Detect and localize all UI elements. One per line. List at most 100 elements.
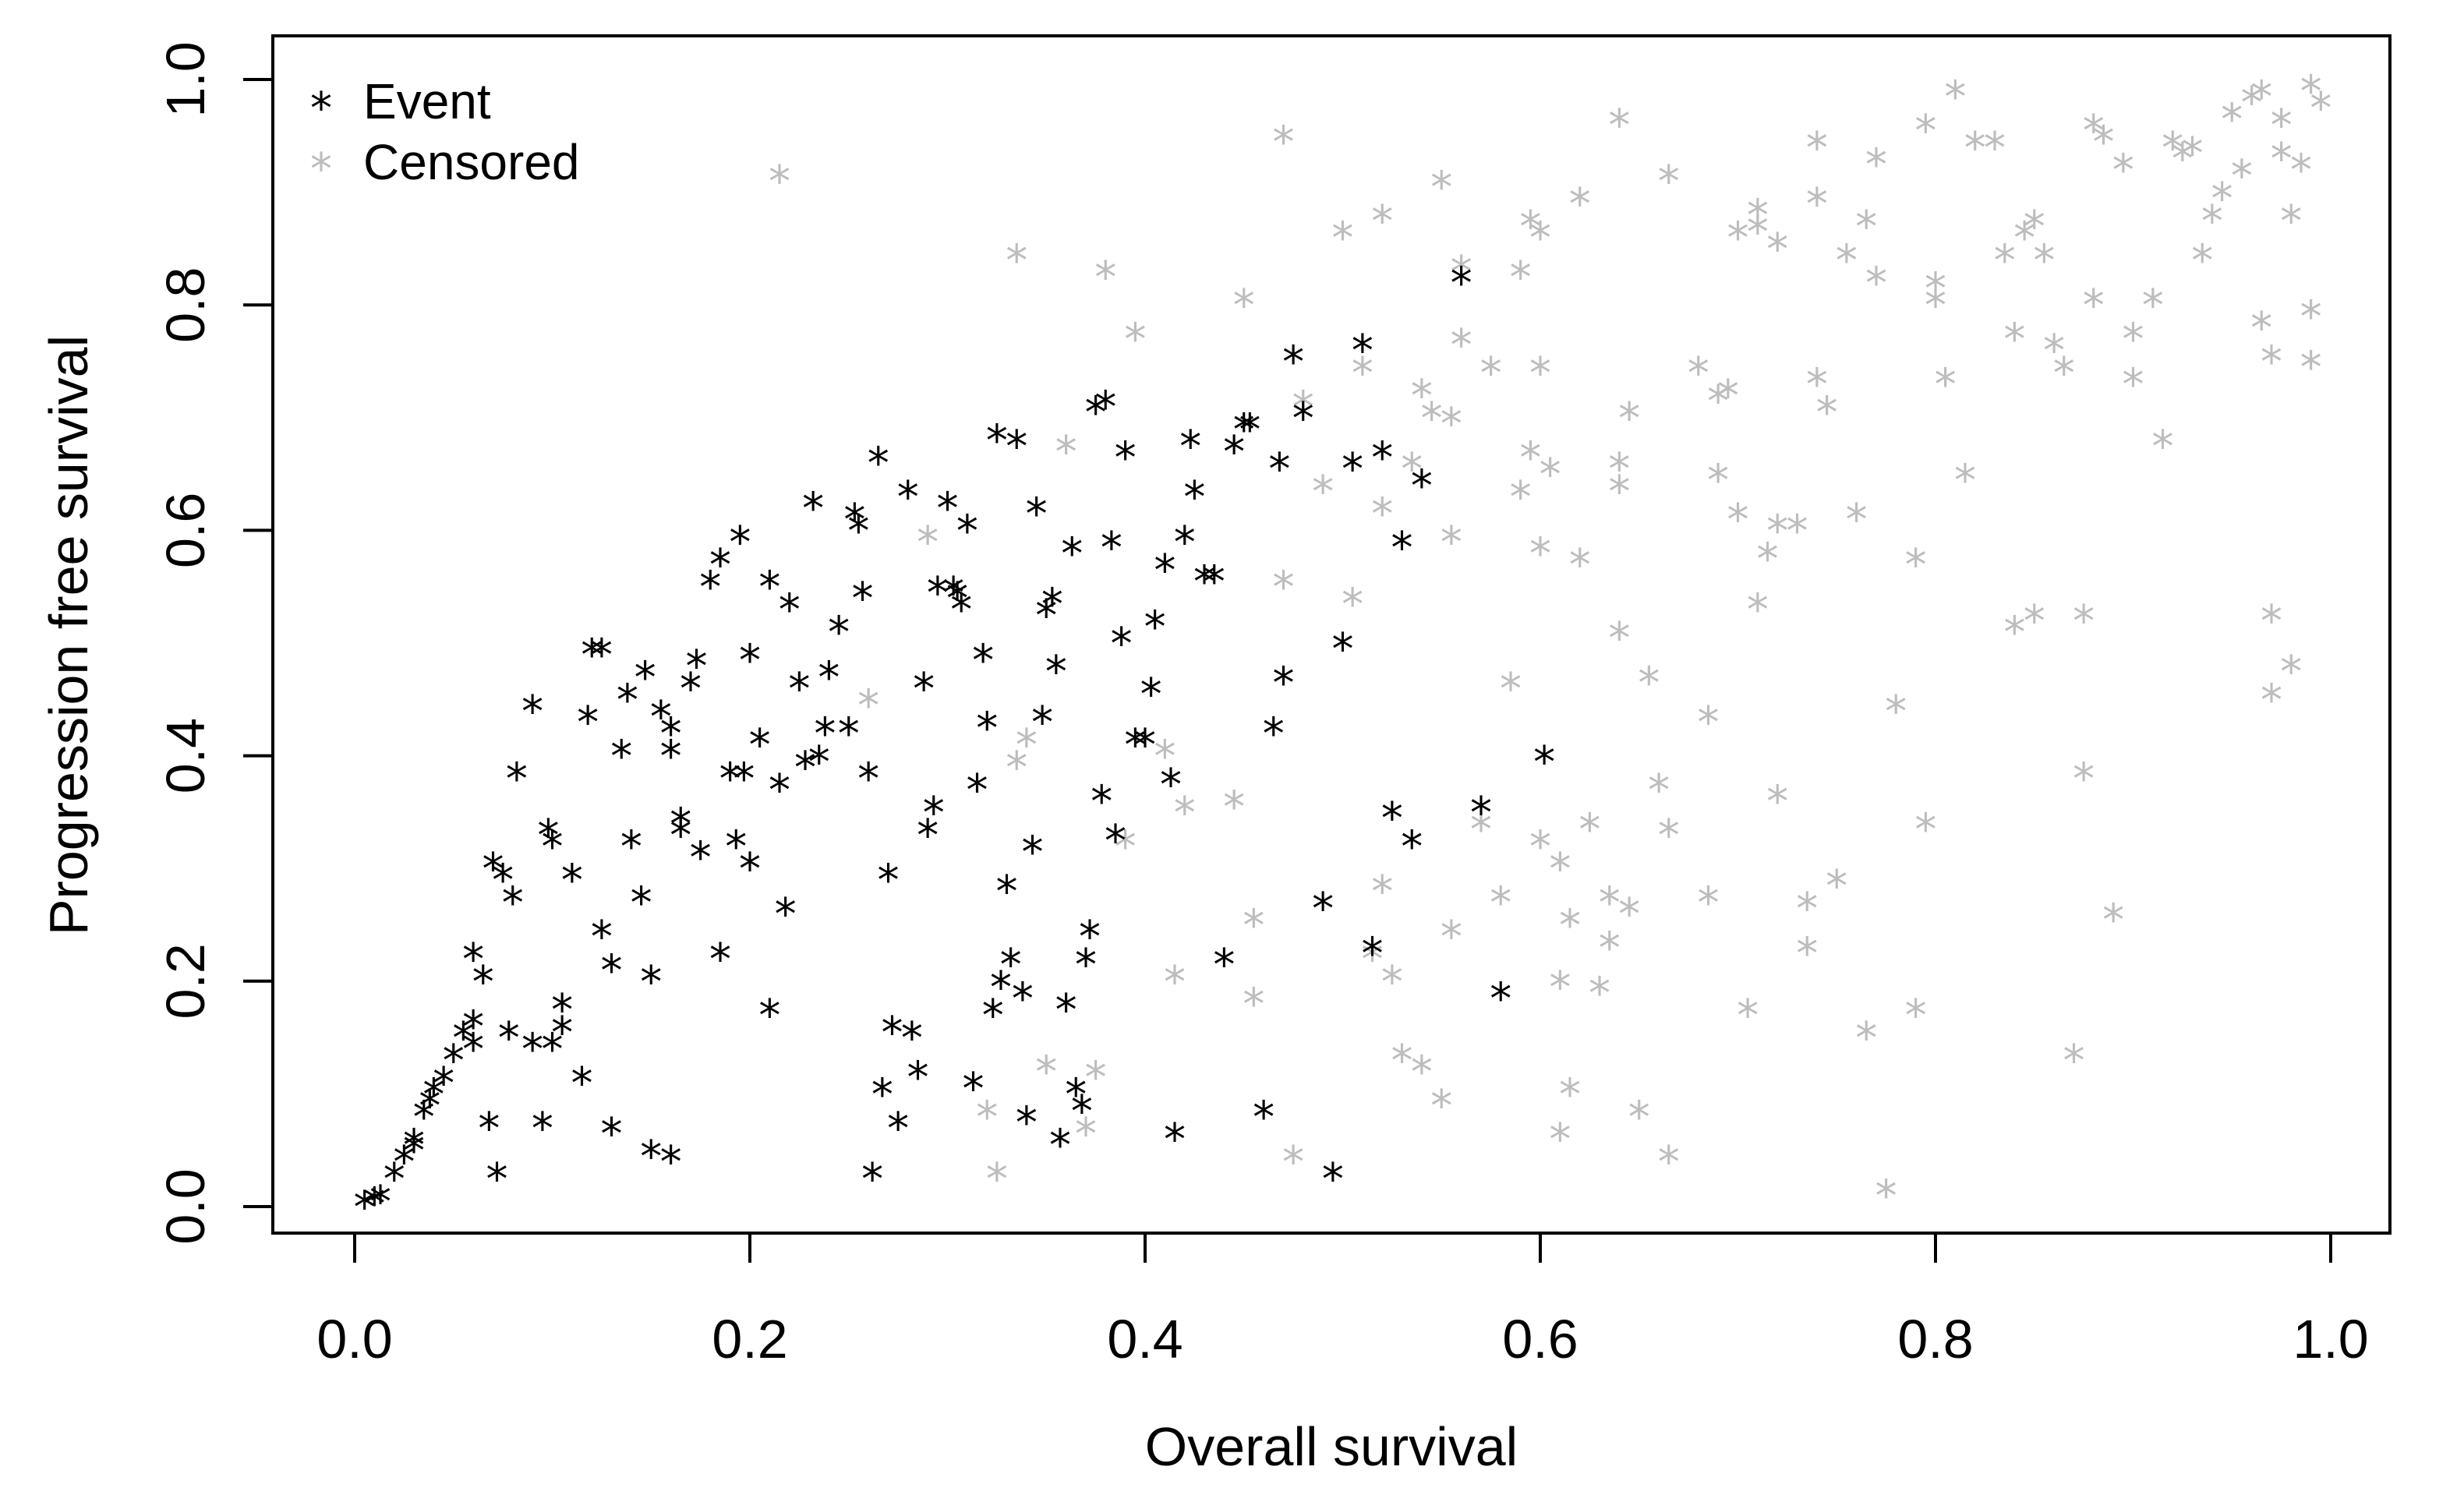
censored-point: *: [1371, 867, 1393, 917]
y-axis-title: Progression free survival: [38, 335, 99, 935]
event-point: *: [1079, 912, 1101, 963]
censored-point: *: [2261, 675, 2282, 726]
event-point: *: [990, 963, 1012, 1013]
censored-point: *: [1628, 1092, 1650, 1143]
censored-point: *: [1500, 664, 1522, 715]
censored-point: *: [2172, 134, 2194, 185]
event-point: *: [1085, 388, 1107, 439]
event-point: *: [561, 856, 583, 907]
censored-point: *: [1451, 247, 1472, 298]
x-tick-label: 0.0: [316, 1309, 392, 1369]
event-point: *: [413, 1092, 435, 1143]
event-point: *: [542, 1025, 564, 1076]
event-point: *: [1140, 670, 1162, 720]
event-point: *: [749, 720, 771, 771]
event-point: *: [1282, 338, 1304, 388]
event-point: *: [581, 630, 603, 680]
event-point: *: [354, 1182, 376, 1233]
censored-point: *: [857, 681, 879, 732]
censored-point: *: [1519, 433, 1541, 483]
censored-point: *: [1638, 659, 1660, 709]
event-point: *: [1391, 523, 1413, 574]
event-point: *: [521, 687, 543, 737]
censored-point: *: [2271, 101, 2293, 151]
censored-point: *: [1510, 253, 1532, 303]
censored-point: *: [1094, 253, 1116, 303]
event-point: *: [577, 698, 599, 748]
censored-point: *: [1569, 540, 1591, 591]
censored-point: *: [1865, 140, 1887, 190]
event-point: *: [1533, 737, 1555, 788]
censored-point: *: [1717, 371, 1739, 422]
censored-point: *: [1441, 912, 1462, 963]
event-point: *: [967, 765, 988, 816]
event-point: *: [660, 732, 682, 783]
censored-point: *: [1914, 106, 1936, 157]
legend-event-marker: *: [310, 83, 332, 134]
censored-point: *: [1243, 901, 1264, 952]
event-point: *: [1213, 940, 1235, 991]
censored-point: *: [1174, 788, 1196, 839]
censored-point: *: [1855, 1013, 1877, 1064]
event-point: *: [551, 1008, 573, 1058]
event-point: *: [1193, 557, 1215, 607]
censored-point: *: [1697, 878, 1719, 929]
event-point: *: [1490, 974, 1511, 1024]
censored-point: *: [1272, 118, 1294, 168]
event-point: *: [462, 1025, 484, 1076]
censored-point: *: [1529, 348, 1551, 399]
censored-point: *: [2182, 129, 2204, 179]
censored-point: *: [1688, 348, 1709, 399]
event-point: *: [982, 991, 1004, 1041]
censored-point: *: [1914, 805, 1936, 856]
censored-point: *: [1006, 235, 1027, 286]
censored-point: *: [2271, 134, 2293, 185]
censored-point: *: [1075, 1109, 1097, 1160]
censored-point: *: [1766, 776, 1788, 827]
event-point: *: [1160, 760, 1182, 811]
censored-point: *: [1549, 844, 1571, 895]
event-point: *: [913, 664, 935, 715]
censored-point: *: [1223, 783, 1245, 833]
censored-point: *: [1055, 427, 1077, 478]
x-tick-label: 0.4: [1107, 1309, 1183, 1369]
censored-point: *: [2123, 315, 2144, 366]
event-point: *: [1094, 382, 1116, 433]
event-point: *: [923, 788, 945, 839]
event-point: *: [709, 935, 731, 985]
event-point: *: [1362, 929, 1384, 980]
censored-point: *: [1035, 1047, 1057, 1097]
censored-point: *: [2063, 1036, 2084, 1087]
censored-point: *: [1401, 444, 1423, 495]
censored-point: *: [1766, 224, 1788, 275]
event-point: *: [1035, 591, 1057, 641]
event-point: *: [482, 844, 504, 895]
event-point: *: [917, 811, 939, 861]
censored-point: *: [2043, 326, 2065, 376]
censored-point: *: [1964, 123, 1986, 174]
y-tick-label: 0.2: [155, 943, 216, 1019]
event-point: *: [486, 1154, 508, 1205]
censored-point: *: [1806, 179, 1828, 230]
censored-point: *: [2092, 118, 2114, 168]
event-point: *: [1055, 985, 1077, 1036]
censored-point: *: [2191, 235, 2213, 286]
event-point: *: [897, 472, 919, 523]
censored-point: *: [1332, 213, 1354, 263]
event-point: *: [1204, 557, 1225, 607]
event-point: *: [1183, 472, 1205, 523]
censored-point: *: [2231, 151, 2253, 202]
censored-point: *: [1352, 348, 1373, 399]
censored-point: *: [1747, 191, 1769, 242]
censored-point: *: [2083, 281, 2105, 331]
event-point: *: [670, 799, 691, 850]
event-point: *: [521, 1025, 543, 1076]
event-point: *: [1012, 974, 1034, 1024]
event-point: *: [1470, 788, 1492, 839]
censored-point: *: [1806, 359, 1828, 410]
event-point: *: [363, 1179, 385, 1230]
event-point: *: [1115, 433, 1137, 483]
event-point: *: [1075, 940, 1097, 991]
event-point: *: [393, 1137, 415, 1188]
censored-point: *: [1411, 371, 1433, 422]
